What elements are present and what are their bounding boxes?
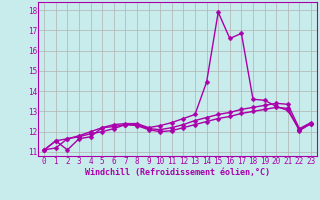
X-axis label: Windchill (Refroidissement éolien,°C): Windchill (Refroidissement éolien,°C) bbox=[85, 168, 270, 177]
